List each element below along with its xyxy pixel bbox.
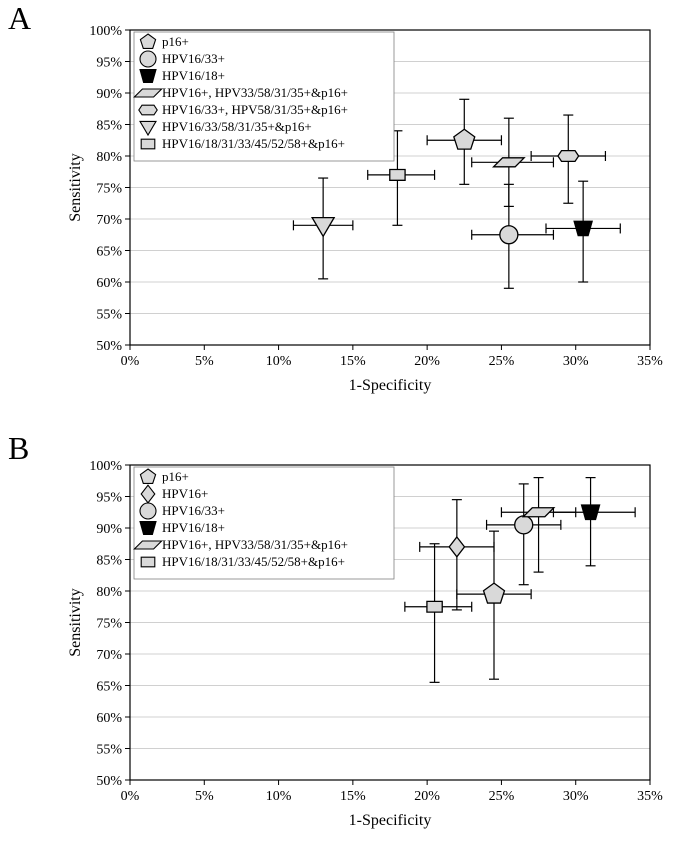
x-tick-label: 15% bbox=[340, 789, 366, 804]
y-tick-label: 100% bbox=[89, 24, 122, 39]
y-tick-label: 90% bbox=[96, 87, 122, 102]
x-tick-label: 35% bbox=[637, 789, 663, 804]
legend-marker bbox=[141, 557, 155, 567]
x-tick-label: 0% bbox=[121, 354, 140, 369]
y-tick-label: 65% bbox=[96, 680, 122, 695]
x-tick-label: 30% bbox=[563, 789, 589, 804]
y-tick-label: 75% bbox=[96, 182, 122, 197]
legend-label: HPV16/18+ bbox=[162, 520, 225, 535]
y-tick-label: 70% bbox=[96, 213, 122, 228]
legend-label: HPV16/18+ bbox=[162, 68, 225, 83]
panel-b-plot: 50% 55% 60% 65% 70% 75% 80% 85% 90% 95% 100% 0% 5% 10… bbox=[60, 445, 670, 840]
x-tick-label: 20% bbox=[414, 354, 440, 369]
legend-label: HPV16/33/58/31/35+&p16+ bbox=[162, 119, 312, 134]
legend-label: HPV16+, HPV33/58/31/35+&p16+ bbox=[162, 85, 348, 100]
y-tick-label: 70% bbox=[96, 648, 122, 663]
y-axis-label: Sensitivity bbox=[67, 588, 84, 656]
legend-marker bbox=[140, 503, 156, 519]
y-tick-label: 90% bbox=[96, 522, 122, 537]
y-tick-label: 50% bbox=[96, 339, 122, 354]
y-tick-label: 55% bbox=[96, 308, 122, 323]
y-tick-label: 85% bbox=[96, 119, 122, 134]
data-marker bbox=[390, 170, 405, 181]
x-tick-label: 30% bbox=[563, 354, 589, 369]
x-tick-label: 35% bbox=[637, 354, 663, 369]
legend-marker bbox=[140, 51, 156, 67]
panel-a-label: A bbox=[8, 0, 31, 37]
data-marker bbox=[515, 516, 533, 534]
x-tick-label: 20% bbox=[414, 789, 440, 804]
y-tick-label: 80% bbox=[96, 150, 122, 165]
data-marker bbox=[558, 151, 579, 162]
y-tick-label: 55% bbox=[96, 743, 122, 758]
data-marker bbox=[500, 226, 518, 244]
y-tick-label: 65% bbox=[96, 245, 122, 260]
legend-label: p16+ bbox=[162, 469, 189, 484]
x-tick-label: 25% bbox=[489, 354, 515, 369]
legend-label: HPV16/33+ bbox=[162, 51, 225, 66]
y-tick-label: 60% bbox=[96, 711, 122, 726]
legend-label: p16+ bbox=[162, 34, 189, 49]
y-tick-label: 60% bbox=[96, 276, 122, 291]
legend-marker bbox=[139, 105, 157, 115]
legend-label: HPV16+, HPV33/58/31/35+&p16+ bbox=[162, 537, 348, 552]
panel-a-plot: 50% 55% 60% 65% 70% 75% 80% 85% 90% 95% 100% 0% 5% 10… bbox=[60, 10, 670, 405]
x-tick-label: 0% bbox=[121, 789, 140, 804]
y-tick-label: 85% bbox=[96, 554, 122, 569]
figure: A 50% 55% 60% 65% 70% 75% 80% 85% 90% 95% 100% 0% 5%… bbox=[0, 0, 685, 851]
y-tick-label: 95% bbox=[96, 491, 122, 506]
y-axis-label: Sensitivity bbox=[67, 153, 84, 221]
y-tick-label: 80% bbox=[96, 585, 122, 600]
x-tick-label: 5% bbox=[195, 354, 214, 369]
x-tick-label: 10% bbox=[266, 354, 292, 369]
legend-label: HPV16/18/31/33/45/52/58+&p16+ bbox=[162, 136, 345, 151]
legend-label: HPV16+ bbox=[162, 486, 208, 501]
data-marker bbox=[427, 601, 442, 612]
legend-label: HPV16/33+ bbox=[162, 503, 225, 518]
x-tick-label: 5% bbox=[195, 789, 214, 804]
x-axis-label: 1-Specificity bbox=[349, 812, 432, 829]
y-tick-label: 95% bbox=[96, 56, 122, 71]
legend-marker bbox=[141, 139, 155, 149]
y-tick-label: 100% bbox=[89, 459, 122, 474]
x-tick-label: 15% bbox=[340, 354, 366, 369]
x-tick-label: 10% bbox=[266, 789, 292, 804]
legend-label: HPV16/33+, HPV58/31/35+&p16+ bbox=[162, 102, 348, 117]
y-tick-label: 50% bbox=[96, 774, 122, 789]
legend-label: HPV16/18/31/33/45/52/58+&p16+ bbox=[162, 554, 345, 569]
panel-b-label: B bbox=[8, 430, 29, 467]
y-tick-label: 75% bbox=[96, 617, 122, 632]
x-axis-label: 1-Specificity bbox=[349, 377, 432, 394]
x-tick-label: 25% bbox=[489, 789, 515, 804]
